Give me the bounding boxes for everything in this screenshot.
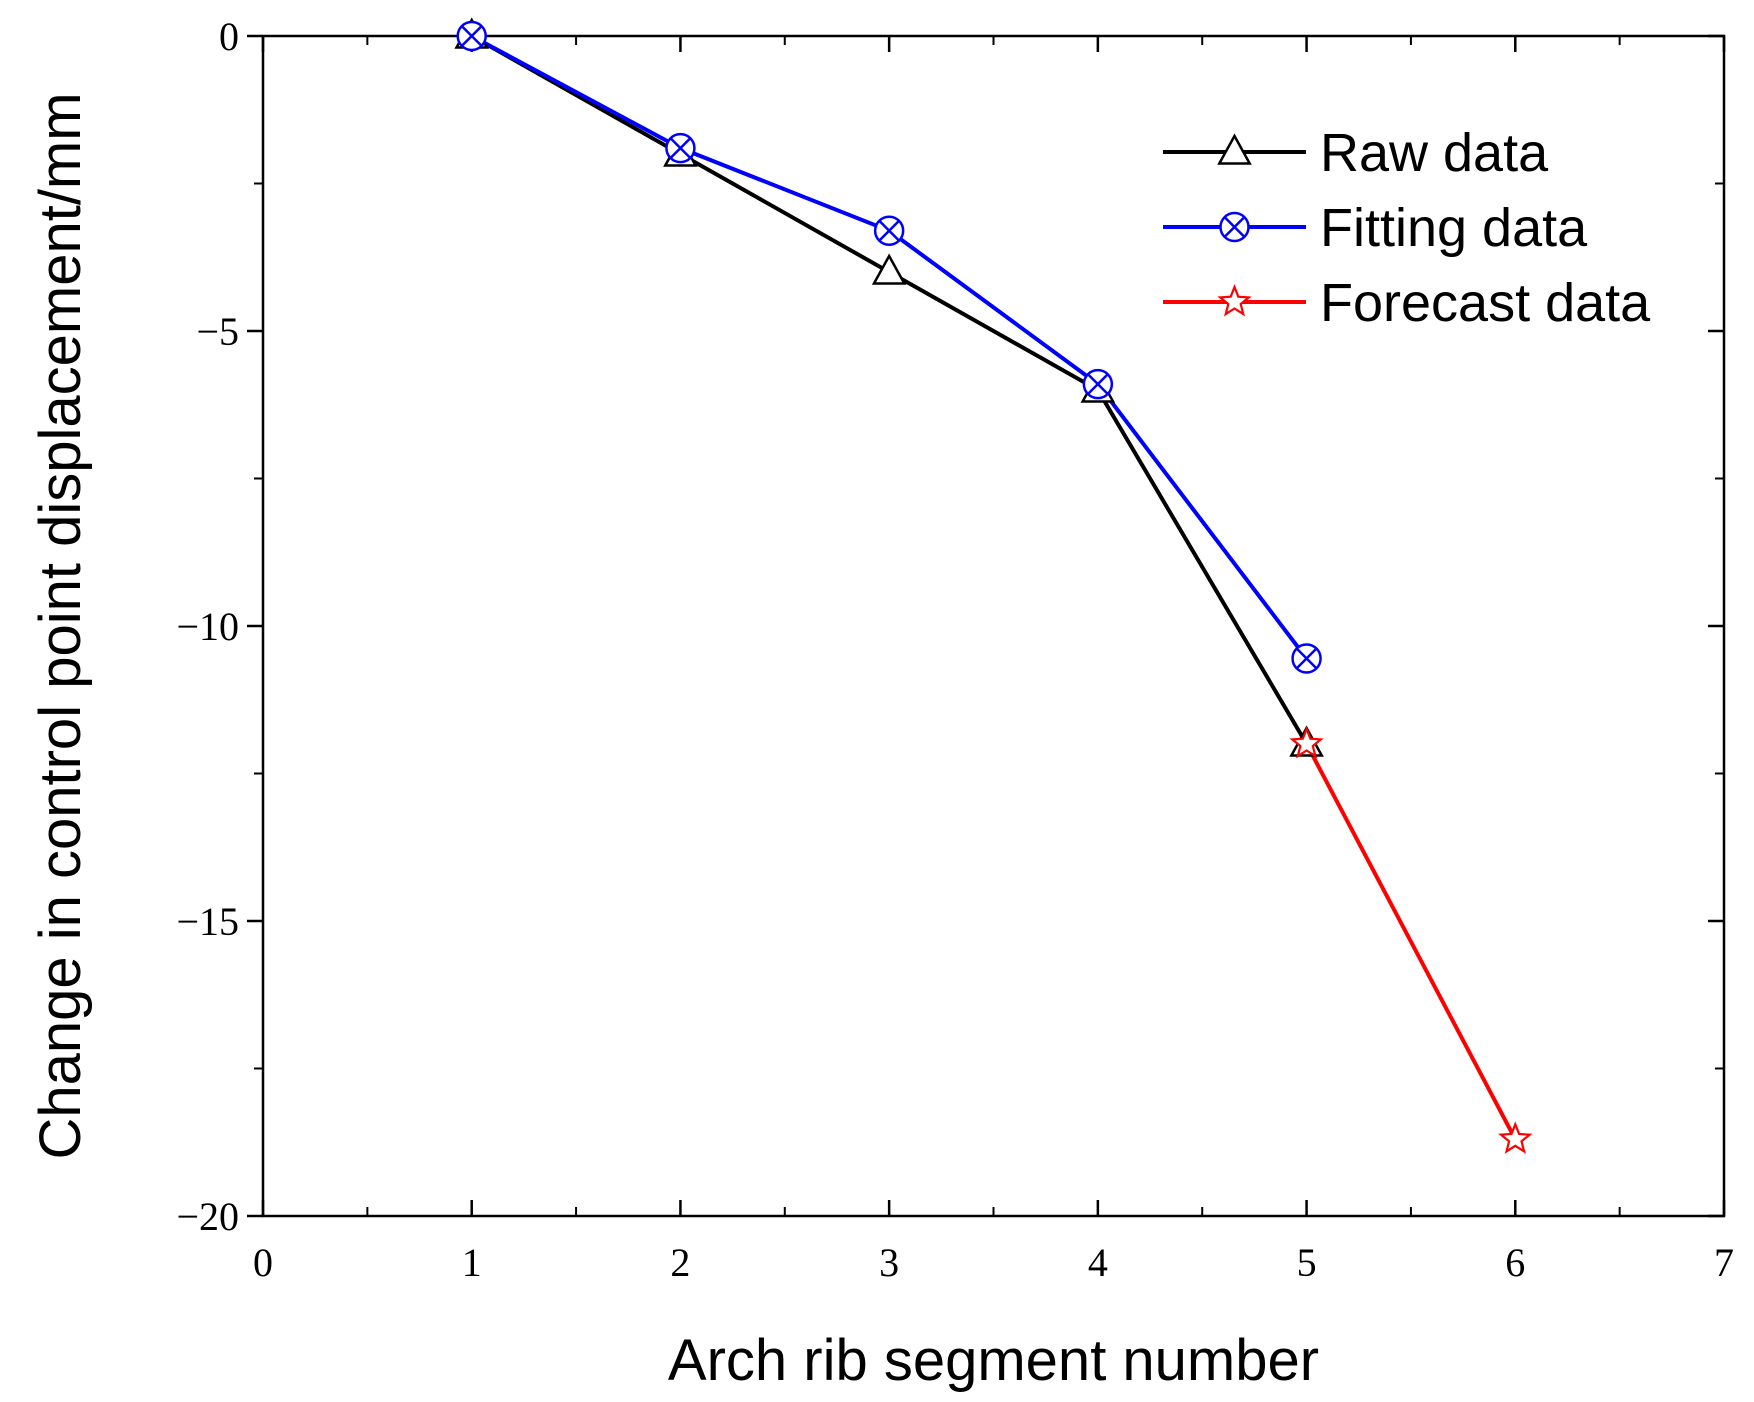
y-tick-label: −5 <box>196 309 239 354</box>
legend-label: Raw data <box>1320 123 1549 183</box>
legend-marker <box>1219 211 1250 243</box>
y-tick-label: −15 <box>176 899 239 944</box>
marker-cross-line <box>878 219 900 242</box>
x-tick-label: 6 <box>1505 1240 1525 1285</box>
marker-cross-line <box>1223 216 1246 238</box>
legend-label: Fitting data <box>1320 198 1588 258</box>
x-tick-label: 1 <box>462 1240 482 1285</box>
data-point-fitting-data <box>456 20 487 52</box>
triangle-marker-shape <box>1217 133 1252 165</box>
star-marker-shape <box>1498 1121 1533 1154</box>
legend-item-forecast-data: Forecast data <box>1163 273 1651 333</box>
axis-tick-labels: 0 1 2 3 4 5 6 7 0 −5 −10 −15 −20 <box>176 14 1734 1285</box>
triangle-marker-shape <box>871 253 907 285</box>
x-tick-label: 5 <box>1297 1240 1317 1285</box>
series-line-raw-data <box>470 34 1309 746</box>
x-tick-label: 0 <box>253 1240 273 1285</box>
legend-marker <box>1217 283 1252 317</box>
y-tick-label: 0 <box>219 14 239 59</box>
x-tick-label: 3 <box>879 1240 899 1285</box>
data-point-raw-data <box>871 253 907 285</box>
data-point-fitting-data <box>1291 643 1322 674</box>
x-tick-label: 4 <box>1088 1240 1108 1285</box>
data-point-fitting-data <box>665 132 696 164</box>
star-marker-shape <box>1289 725 1324 759</box>
legend-item-fitting-data: Fitting data <box>1163 198 1588 258</box>
series-line-fitting-data <box>470 34 1309 660</box>
legend-marker <box>1217 133 1252 165</box>
series-line-forecast-data <box>1304 743 1518 1141</box>
y-axis-title: Change in control point displacement/mm <box>28 92 93 1159</box>
star-marker-shape <box>1217 283 1252 317</box>
marker-cross-line <box>1295 647 1318 670</box>
data-point-fitting-data <box>1082 368 1114 400</box>
y-tick-label: −20 <box>176 1194 239 1239</box>
y-tick-label: −10 <box>176 604 239 649</box>
series-markers <box>454 17 1533 1154</box>
data-point-fitting-data <box>873 215 905 246</box>
legend-label: Forecast data <box>1320 273 1651 333</box>
x-tick-label: 2 <box>670 1240 690 1285</box>
axis-ticks <box>247 34 1726 1218</box>
data-point-forecast-data <box>1289 725 1324 759</box>
marker-cross-line <box>669 137 692 159</box>
data-point-forecast-data <box>1498 1121 1533 1154</box>
x-axis-title: Arch rib segment number <box>668 1328 1319 1393</box>
legend-item-raw-data: Raw data <box>1163 123 1549 183</box>
x-tick-label: 7 <box>1714 1240 1734 1285</box>
legend: Raw data Fitting data Forecast data <box>1163 123 1651 333</box>
marker-cross-line <box>1087 373 1109 395</box>
marker-cross-line <box>460 25 483 47</box>
